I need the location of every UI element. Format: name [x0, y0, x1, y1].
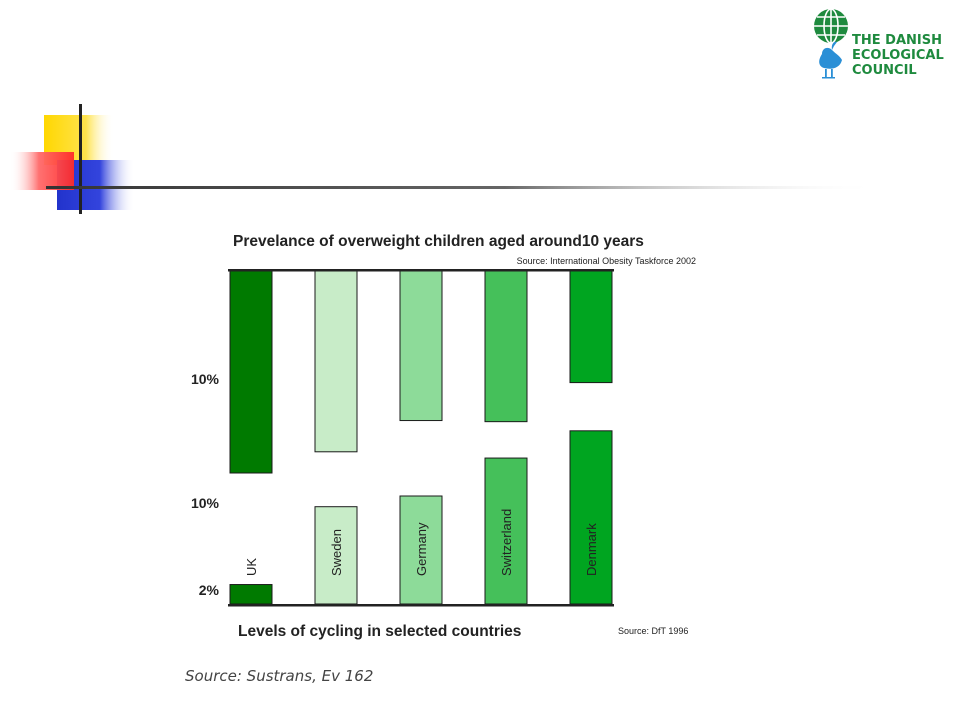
cycling-bars	[229, 430, 613, 605]
bottom-axis-tick-label-lower: 2%	[199, 582, 220, 598]
cycling-bar-denmark	[569, 430, 613, 605]
logo-name-line-2: ECOLOGICAL	[852, 48, 944, 63]
deco-horizontal-line	[46, 186, 880, 189]
cycling-bar-uk	[229, 584, 273, 605]
logo-name-line-1: THE DANISH	[852, 33, 942, 48]
bottom-axis-tick-label-upper: 10%	[191, 495, 220, 511]
deco-red-square	[10, 152, 74, 190]
globe-icon	[814, 8, 848, 44]
overweight-bar-sweden	[314, 270, 358, 453]
overweight-bar-switzerland	[484, 270, 528, 423]
footer-source: Source: Sustrans, Ev 162	[185, 667, 374, 685]
deco-vertical-line	[79, 104, 82, 214]
overweight-bars	[229, 270, 613, 474]
top-chart-title: Prevelance of overweight children aged a…	[233, 233, 644, 250]
top-border-line	[228, 269, 614, 272]
baseline-axis	[228, 604, 614, 607]
country-label-switzerland: Switzerland	[499, 509, 514, 576]
country-label-sweden: Sweden	[329, 529, 344, 576]
top-axis-tick-label: 10%	[191, 371, 220, 387]
bottom-chart-title: Levels of cycling in selected countries	[238, 623, 521, 640]
overweight-bar-denmark	[569, 270, 613, 384]
slide-decoration	[10, 104, 880, 214]
logo-name: THE DANISH ECOLOGICAL COUNCIL	[852, 33, 944, 78]
overweight-bar-germany	[399, 270, 443, 422]
bottom-chart-source: Source: DfT 1996	[618, 626, 688, 636]
chart: Prevelance of overweight children aged a…	[191, 233, 696, 640]
logo-name-line-3: COUNCIL	[852, 63, 917, 78]
danish-ecological-council-logo	[814, 8, 848, 79]
country-label-denmark: Denmark	[584, 523, 599, 576]
country-labels: UK Sweden Germany Switzerland Denmark	[244, 509, 599, 576]
country-label-uk: UK	[244, 558, 259, 576]
overweight-bar-uk	[229, 270, 273, 474]
country-label-germany: Germany	[414, 522, 429, 576]
top-chart-source: Source: International Obesity Taskforce …	[517, 256, 696, 266]
bird-icon	[819, 41, 842, 79]
